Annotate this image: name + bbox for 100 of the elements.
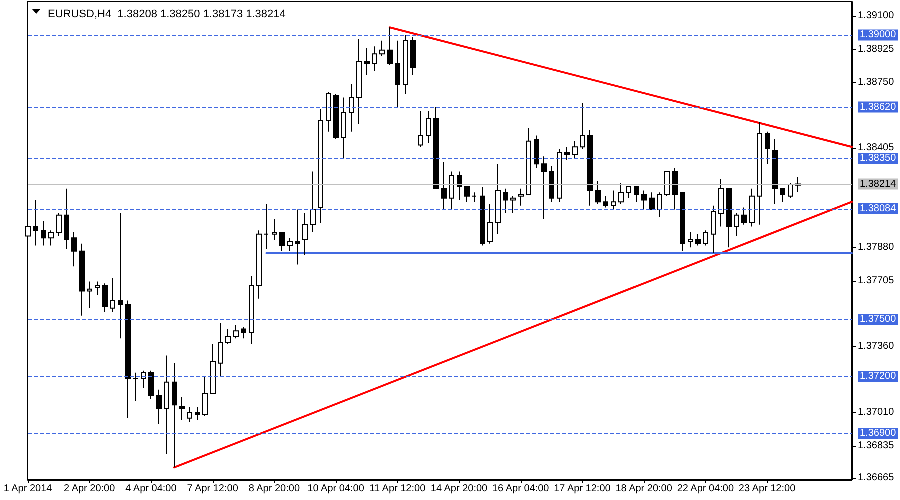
candlestick (534, 135, 539, 168)
candlestick (564, 146, 570, 161)
candlestick (64, 188, 69, 250)
candlestick (387, 27, 393, 66)
candlestick (418, 110, 423, 148)
y-tick-label: 1.37360 (858, 340, 895, 352)
candlestick (495, 164, 501, 235)
candlestick (310, 171, 316, 233)
x-tick-label: 10 Apr 04:00 (308, 484, 365, 494)
candlestick (587, 130, 593, 206)
candlestick (148, 370, 154, 400)
candlestick (595, 180, 601, 205)
candlestick (356, 38, 362, 125)
candlestick (125, 300, 131, 419)
candlestick (172, 362, 177, 468)
candlestick (264, 204, 269, 250)
candlestick (711, 205, 716, 254)
candlestick (164, 355, 169, 455)
x-tick-label: 11 Apr 12:00 (370, 484, 426, 494)
candlestick (233, 324, 239, 340)
candlestick (510, 196, 516, 214)
candlestick (580, 102, 585, 150)
y-tick-label: 1.38925 (858, 44, 895, 55)
candlestick (541, 156, 547, 220)
candlestick (395, 40, 400, 108)
candlestick (688, 232, 693, 248)
candlestick (433, 106, 439, 190)
candlestick (249, 276, 254, 345)
x-tick-label: 1 Apr 2014 (4, 484, 53, 494)
candlestick (118, 212, 123, 340)
candlestick (472, 192, 477, 203)
candlestick (133, 372, 139, 402)
candlestick (457, 171, 462, 201)
x-tick-label: 8 Apr 20:00 (248, 484, 300, 494)
candlestick (279, 232, 285, 252)
candlestick (195, 406, 200, 421)
candlestick (603, 196, 608, 208)
candlestick (256, 230, 262, 300)
x-tick-label: 4 Apr 04:00 (126, 484, 178, 494)
candlestick (41, 220, 46, 246)
ref-line-label: 1.38620 (860, 102, 897, 113)
candlestick (641, 190, 647, 210)
candlestick (695, 234, 701, 246)
candlestick (480, 186, 485, 246)
candlestick (557, 148, 562, 203)
candlestick (87, 281, 92, 309)
candlestick (110, 277, 115, 313)
candlestick (272, 218, 277, 241)
candlestick (734, 212, 739, 237)
y-tick-label: 1.37705 (858, 275, 895, 286)
candlestick (33, 200, 38, 246)
y-tick-label: 1.37010 (858, 407, 895, 418)
candlestick (757, 122, 762, 226)
ref-line-label: 1.38084 (860, 203, 897, 214)
candlestick (726, 188, 732, 248)
candlestick (71, 232, 77, 268)
ref-line-label: 1.38350 (860, 152, 897, 164)
candlestick (202, 376, 208, 417)
candlestick (379, 40, 385, 57)
candlestick (657, 192, 662, 218)
candlestick (626, 186, 631, 199)
candlestick (441, 162, 447, 210)
candlestick (225, 328, 231, 345)
candlestick (680, 192, 685, 252)
x-tick-label: 22 Apr 04:00 (677, 484, 734, 494)
candlestick (634, 186, 639, 203)
x-tick-label: 14 Apr 20:00 (430, 484, 488, 494)
candlestick (302, 212, 308, 256)
candlestick (649, 192, 655, 210)
candlestick (56, 212, 62, 237)
candlestick (79, 243, 85, 316)
candlestick (487, 204, 493, 244)
candlestick (549, 166, 554, 203)
y-tick-label: 1.38405 (858, 142, 895, 154)
y-tick-label: 1.37880 (858, 242, 895, 254)
x-tick-label: 23 Apr 12:00 (738, 484, 796, 494)
ref-line-label: 1.37500 (860, 314, 897, 326)
ref-line-label: 1.38214 (860, 178, 897, 190)
candlestick (410, 36, 416, 76)
candlestick (341, 97, 346, 159)
candlestick (572, 140, 578, 159)
candlestick (741, 207, 747, 226)
candlestick (703, 230, 708, 246)
candlestick (780, 188, 785, 203)
y-tick-label: 1.36835 (858, 440, 895, 452)
candlestick (772, 139, 778, 205)
x-tick-label: 2 Apr 20:00 (64, 484, 116, 494)
candlestick (403, 34, 408, 94)
candlestick (187, 406, 192, 423)
x-tick-label: 7 Apr 12:00 (187, 484, 239, 494)
ref-line-label: 1.36900 (860, 428, 897, 440)
candlestick (48, 230, 54, 246)
candlestick (449, 171, 454, 210)
candlestick (718, 178, 724, 228)
candlestick (788, 182, 793, 199)
x-tick-label: 18 Apr 20:00 (616, 484, 673, 494)
candlestick (372, 46, 377, 72)
candlestick (611, 190, 616, 210)
candlestick (426, 110, 431, 144)
candlestick (295, 209, 300, 266)
